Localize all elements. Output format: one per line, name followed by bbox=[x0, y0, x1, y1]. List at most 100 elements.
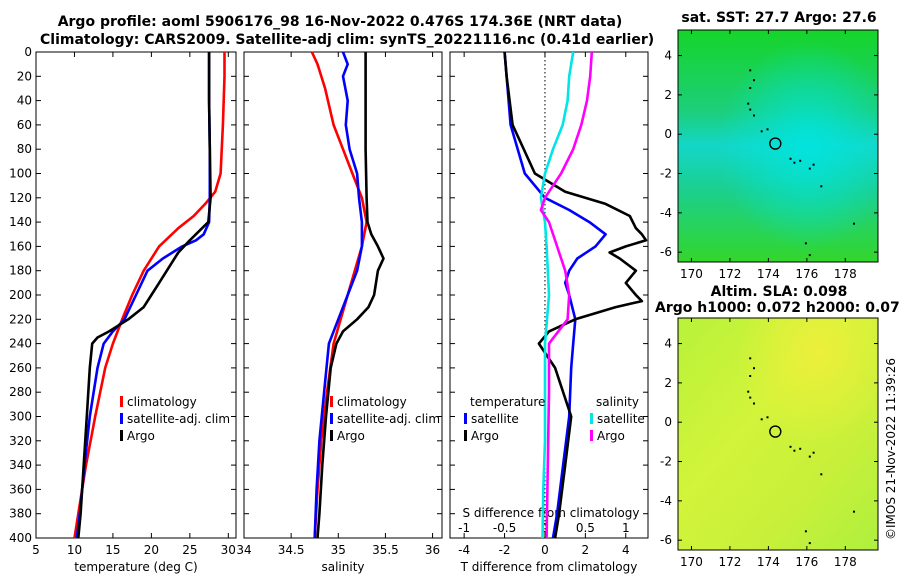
y-tick-label: 400 bbox=[9, 531, 32, 545]
island-marker bbox=[760, 130, 763, 133]
island-marker bbox=[808, 542, 811, 545]
island-marker bbox=[820, 185, 823, 188]
y-tick-label: 200 bbox=[9, 288, 32, 302]
x-tick-label: 30 bbox=[221, 543, 236, 557]
climatology-legend-swatch bbox=[120, 396, 123, 407]
plot-frame bbox=[243, 51, 443, 539]
argo-legend-swatch bbox=[330, 430, 333, 441]
difference-panel: -4 -2 0 2 4 T difference from climatology -1 -0… bbox=[449, 51, 649, 574]
island-marker bbox=[793, 449, 796, 452]
t-satellite-legend-label: satellite bbox=[471, 412, 519, 426]
map-x-tick-label: 178 bbox=[834, 267, 857, 281]
map-x-tick-label: 178 bbox=[834, 555, 857, 569]
map-x-tick-label: 172 bbox=[718, 555, 741, 569]
temperature-argo-line bbox=[77, 52, 212, 539]
map-x-tick-label: 174 bbox=[757, 267, 780, 281]
s-satellite-line bbox=[539, 51, 575, 539]
t-satellite-legend-swatch bbox=[464, 413, 467, 424]
x-tick-label: 10 bbox=[67, 543, 82, 557]
s-tick-label: -1 bbox=[458, 521, 470, 535]
y-tick-label: 140 bbox=[9, 215, 32, 229]
island-marker bbox=[749, 69, 752, 72]
s-tick-label: 0.5 bbox=[576, 521, 595, 535]
argo-float-marker bbox=[769, 425, 782, 438]
satellite-legend-swatch bbox=[330, 413, 333, 424]
y-tick-label: 380 bbox=[9, 507, 32, 521]
t-argo-line bbox=[503, 51, 648, 539]
s-argo-legend-swatch bbox=[590, 430, 593, 441]
island-marker bbox=[749, 87, 752, 89]
salinity-legend-title: salinity bbox=[596, 395, 639, 409]
x-tick-label: 0 bbox=[541, 543, 549, 557]
sst-warm-core bbox=[678, 30, 878, 262]
island-marker bbox=[749, 108, 752, 111]
sst-map-panel: 170 172 174 176 178 -6 -4 -2 0 2 4 bbox=[660, 29, 879, 281]
s-tick-label: 1 bbox=[622, 521, 630, 535]
y-tick-label: 0 bbox=[24, 45, 32, 59]
climatology-legend-label: climatology bbox=[337, 395, 407, 409]
y-tick-label: 160 bbox=[9, 239, 32, 253]
map-x-tick-label: 170 bbox=[680, 267, 703, 281]
y-tick-label: 300 bbox=[9, 410, 32, 424]
map-y-tick-label: -2 bbox=[660, 167, 672, 181]
y-tick-label: 360 bbox=[9, 482, 32, 496]
sla-map-subtitle: Argo h1000: 0.072 h2000: 0.078 bbox=[655, 300, 900, 316]
x-axis-label: salinity bbox=[321, 560, 364, 574]
climatology-legend-label: climatology bbox=[127, 395, 197, 409]
island-marker bbox=[749, 375, 752, 377]
island-marker bbox=[799, 447, 802, 450]
s-satellite-legend-label: satellite bbox=[597, 412, 645, 426]
satellite-legend-label: satellite-adj. clim bbox=[337, 412, 440, 426]
salinity-argo-line bbox=[316, 52, 385, 539]
island-marker bbox=[747, 390, 750, 393]
island-marker bbox=[753, 79, 755, 82]
island-marker bbox=[853, 510, 855, 513]
y-tick-label: 80 bbox=[17, 142, 32, 156]
argo-float-marker bbox=[769, 137, 782, 150]
x-tick-label: -4 bbox=[458, 543, 470, 557]
map-y-tick-label: 4 bbox=[664, 337, 672, 351]
map-y-tick-label: -6 bbox=[660, 533, 672, 547]
island-marker bbox=[799, 159, 802, 162]
island-marker bbox=[766, 128, 769, 131]
salinity-satellite-line bbox=[313, 51, 364, 539]
map-y-tick-label: -2 bbox=[660, 455, 672, 469]
island-marker bbox=[812, 451, 815, 454]
satellite-legend-swatch bbox=[120, 413, 123, 424]
island-marker bbox=[753, 114, 755, 117]
island-marker bbox=[808, 455, 811, 458]
y-tick-label: 240 bbox=[9, 337, 32, 351]
y-tick-label: 20 bbox=[17, 69, 32, 83]
map-y-tick-label: 4 bbox=[664, 49, 672, 63]
y-tick-label: 220 bbox=[9, 312, 32, 326]
island-marker bbox=[760, 418, 763, 421]
x-tick-label: 5 bbox=[32, 543, 40, 557]
s-axis-label: S difference from climatology bbox=[463, 506, 640, 520]
y-tick-label: 40 bbox=[17, 94, 32, 108]
argo-legend-label: Argo bbox=[337, 429, 365, 443]
island-marker bbox=[808, 254, 811, 257]
x-tick-label: 2 bbox=[582, 543, 590, 557]
island-marker bbox=[804, 530, 807, 533]
sla-map-title: Altim. SLA: 0.098 bbox=[710, 284, 848, 300]
x-tick-label: 20 bbox=[144, 543, 159, 557]
x-tick-label: 25 bbox=[182, 543, 197, 557]
x-tick-label: 34 bbox=[236, 543, 251, 557]
sla-high-core bbox=[678, 318, 878, 550]
y-tick-label: 260 bbox=[9, 361, 32, 375]
sst-map-title: sat. SST: 27.7 Argo: 27.6 bbox=[681, 10, 877, 26]
x-tick-label: 4 bbox=[622, 543, 630, 557]
title-line-2: Climatology: CARS2009. Satellite-adj cli… bbox=[40, 32, 655, 48]
s-tick-label: -0.5 bbox=[493, 521, 516, 535]
x-axis-label: temperature (deg C) bbox=[74, 560, 197, 574]
x-tick-label: 35.5 bbox=[372, 543, 399, 557]
x-tick-label: 15 bbox=[105, 543, 120, 557]
s-argo-line bbox=[539, 51, 594, 539]
island-marker bbox=[812, 163, 815, 166]
satellite-legend-label: satellite-adj. clim bbox=[127, 412, 230, 426]
map-y-tick-label: 2 bbox=[664, 376, 672, 390]
y-tick-label: 100 bbox=[9, 167, 32, 181]
climatology-legend-swatch bbox=[330, 396, 333, 407]
map-y-tick-label: -4 bbox=[660, 494, 672, 508]
